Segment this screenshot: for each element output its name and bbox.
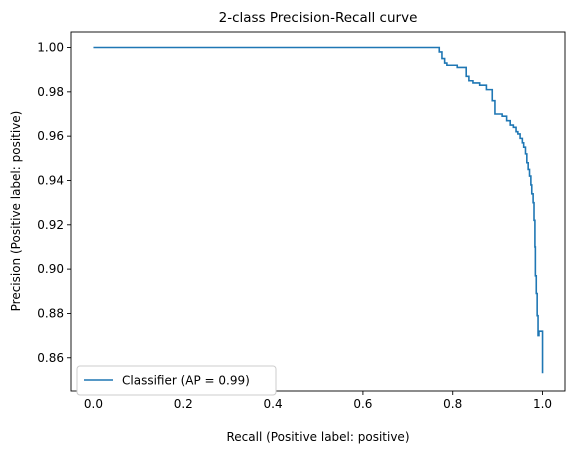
series-line-0: [93, 46, 544, 374]
y-tick-label: 0.96: [37, 129, 64, 143]
y-tick-label: 0.90: [37, 262, 64, 276]
y-tick-label: 0.86: [37, 351, 64, 365]
y-tick-label: 0.98: [37, 85, 64, 99]
legend-label: Classifier (AP = 0.99): [122, 374, 250, 388]
plot-frame: [70, 31, 566, 392]
plot-area: 0.0 0.2 0.4 0.6 0.8 1.0 0.86 0.88 0.90 0.92 0.94 0.…: [37, 31, 566, 411]
y-tick-label: 1.00: [37, 41, 64, 55]
y-tick-label: 0.94: [37, 173, 64, 187]
y-axis-title: Precision (Positive label: positive): [9, 111, 23, 312]
y-tick-label: 0.88: [37, 306, 64, 320]
legend: Classifier (AP = 0.99): [76, 365, 277, 396]
x-tick-label: 0.8: [443, 397, 462, 411]
chart-title: 2-class Precision-Recall curve: [219, 10, 418, 26]
x-tick-label: 0.2: [174, 397, 193, 411]
y-tick-label: 0.92: [37, 218, 64, 232]
x-tick-label: 0.4: [264, 397, 283, 411]
x-tick-label: 0.0: [84, 397, 103, 411]
legend-box: [76, 365, 277, 396]
x-tick-label: 0.6: [353, 397, 372, 411]
x-axis-title: Recall (Positive label: positive): [227, 430, 410, 444]
x-tick-label: 1.0: [533, 397, 552, 411]
